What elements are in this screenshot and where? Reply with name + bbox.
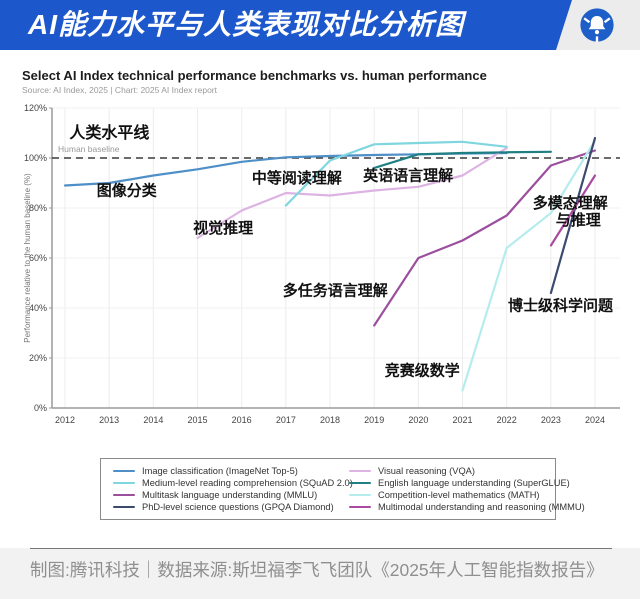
legend-label: Image classification (ImageNet Top-5) — [142, 466, 298, 476]
y-tick-label: 120% — [24, 103, 47, 113]
x-tick-label: 2021 — [453, 415, 473, 425]
legend-label: Multitask language understanding (MMLU) — [142, 490, 318, 500]
x-tick-label: 2016 — [232, 415, 252, 425]
legend-swatch — [113, 469, 135, 473]
legend-item: Multimodal understanding and reasoning (… — [349, 502, 585, 512]
human-baseline-label: Human baseline — [58, 144, 120, 154]
header-banner: AI能力水平与人类表现对比分析图 — [0, 0, 640, 50]
legend-item: English language understanding (SuperGLU… — [349, 478, 585, 488]
x-tick-label: 2017 — [276, 415, 296, 425]
legend-swatch — [113, 493, 135, 497]
x-tick-label: 2024 — [585, 415, 605, 425]
chart-legend: Image classification (ImageNet Top-5) Vis… — [100, 458, 585, 520]
series-line — [549, 136, 597, 295]
page-title: AI能力水平与人类表现对比分析图 — [28, 9, 465, 40]
series-line — [284, 140, 508, 207]
x-tick-label: 2018 — [320, 415, 340, 425]
legend-swatch — [349, 493, 371, 497]
x-tick-label: 2013 — [99, 415, 119, 425]
x-tick-label: 2014 — [143, 415, 163, 425]
chart-annotation: 竞赛级数学 — [385, 362, 460, 380]
series-line — [373, 149, 597, 327]
y-tick-label: 80% — [29, 203, 47, 213]
x-tick-label: 2020 — [408, 415, 428, 425]
footer-bar: 制图:腾讯科技｜数据来源:斯坦福李飞飞团队《2025年人工智能指数报告》 — [0, 548, 640, 599]
x-tick-label: 2019 — [364, 415, 384, 425]
y-tick-label: 0% — [34, 403, 47, 413]
legend-swatch — [113, 481, 135, 485]
footer-caption: 制图:腾讯科技｜数据来源:斯坦福李飞飞团队《2025年人工智能指数报告》 — [30, 560, 604, 580]
legend-item: Competition-level mathematics (MATH) — [349, 490, 585, 500]
tencent-news-logo-icon — [580, 8, 614, 43]
y-tick-label: 20% — [29, 353, 47, 363]
chart-annotation: 博士级科学问题 — [508, 297, 614, 315]
header-band — [0, 0, 572, 50]
footer-divider — [30, 548, 612, 549]
legend-item: Medium-level reading comprehension (SQuA… — [113, 478, 353, 488]
x-tick-label: 2022 — [497, 415, 517, 425]
legend-item: Multitask language understanding (MMLU) — [113, 490, 345, 500]
chart-annotation: 人类水平线 — [69, 123, 149, 142]
series-line — [373, 150, 553, 170]
x-tick-label: 2015 — [187, 415, 207, 425]
legend-label: English language understanding (SuperGLU… — [378, 478, 570, 488]
legend-item: Image classification (ImageNet Top-5) — [113, 466, 345, 476]
x-tick-label: 2023 — [541, 415, 561, 425]
series-line — [461, 139, 597, 392]
legend-swatch — [349, 481, 371, 485]
legend-label: Multimodal understanding and reasoning (… — [378, 502, 585, 512]
chart-source: Source: AI Index, 2025 | Chart: 2025 AI … — [22, 85, 217, 95]
y-tick-label: 60% — [29, 253, 47, 263]
x-tick-label: 2012 — [55, 415, 75, 425]
y-axis-title: Performance relative to the human baseli… — [23, 173, 32, 343]
chart-annotation: 英语语言理解 — [363, 167, 453, 185]
chart-annotation: 中等阅读理解 — [252, 169, 342, 187]
chart-annotation: 多任务语言理解 — [283, 282, 388, 300]
legend-item: PhD-level science questions (GPQA Diamon… — [113, 502, 345, 512]
series-line — [196, 146, 508, 240]
chart-annotation: 图像分类 — [97, 182, 158, 200]
y-tick-label: 100% — [24, 153, 47, 163]
legend-label: Medium-level reading comprehension (SQuA… — [142, 478, 353, 488]
legend-label: Visual reasoning (VQA) — [378, 466, 475, 476]
chart-title: Select AI Index technical performance be… — [22, 68, 487, 83]
chart-annotation: 视觉推理 — [193, 219, 253, 237]
performance-line-chart: 0% 20% 40% 60% 80% 100% 120% 2012 2013 2014 2015 20… — [23, 103, 620, 425]
legend-label: PhD-level science questions (GPQA Diamon… — [142, 502, 334, 512]
chart-annotation: 多模态理解与推理 — [533, 194, 608, 229]
legend-swatch — [349, 505, 371, 509]
y-tick-label: 40% — [29, 303, 47, 313]
legend-label: Competition-level mathematics (MATH) — [378, 490, 540, 500]
legend-swatch — [349, 469, 371, 473]
legend-swatch — [113, 505, 135, 509]
legend-item: Visual reasoning (VQA) — [349, 466, 585, 476]
series-line — [549, 174, 597, 247]
